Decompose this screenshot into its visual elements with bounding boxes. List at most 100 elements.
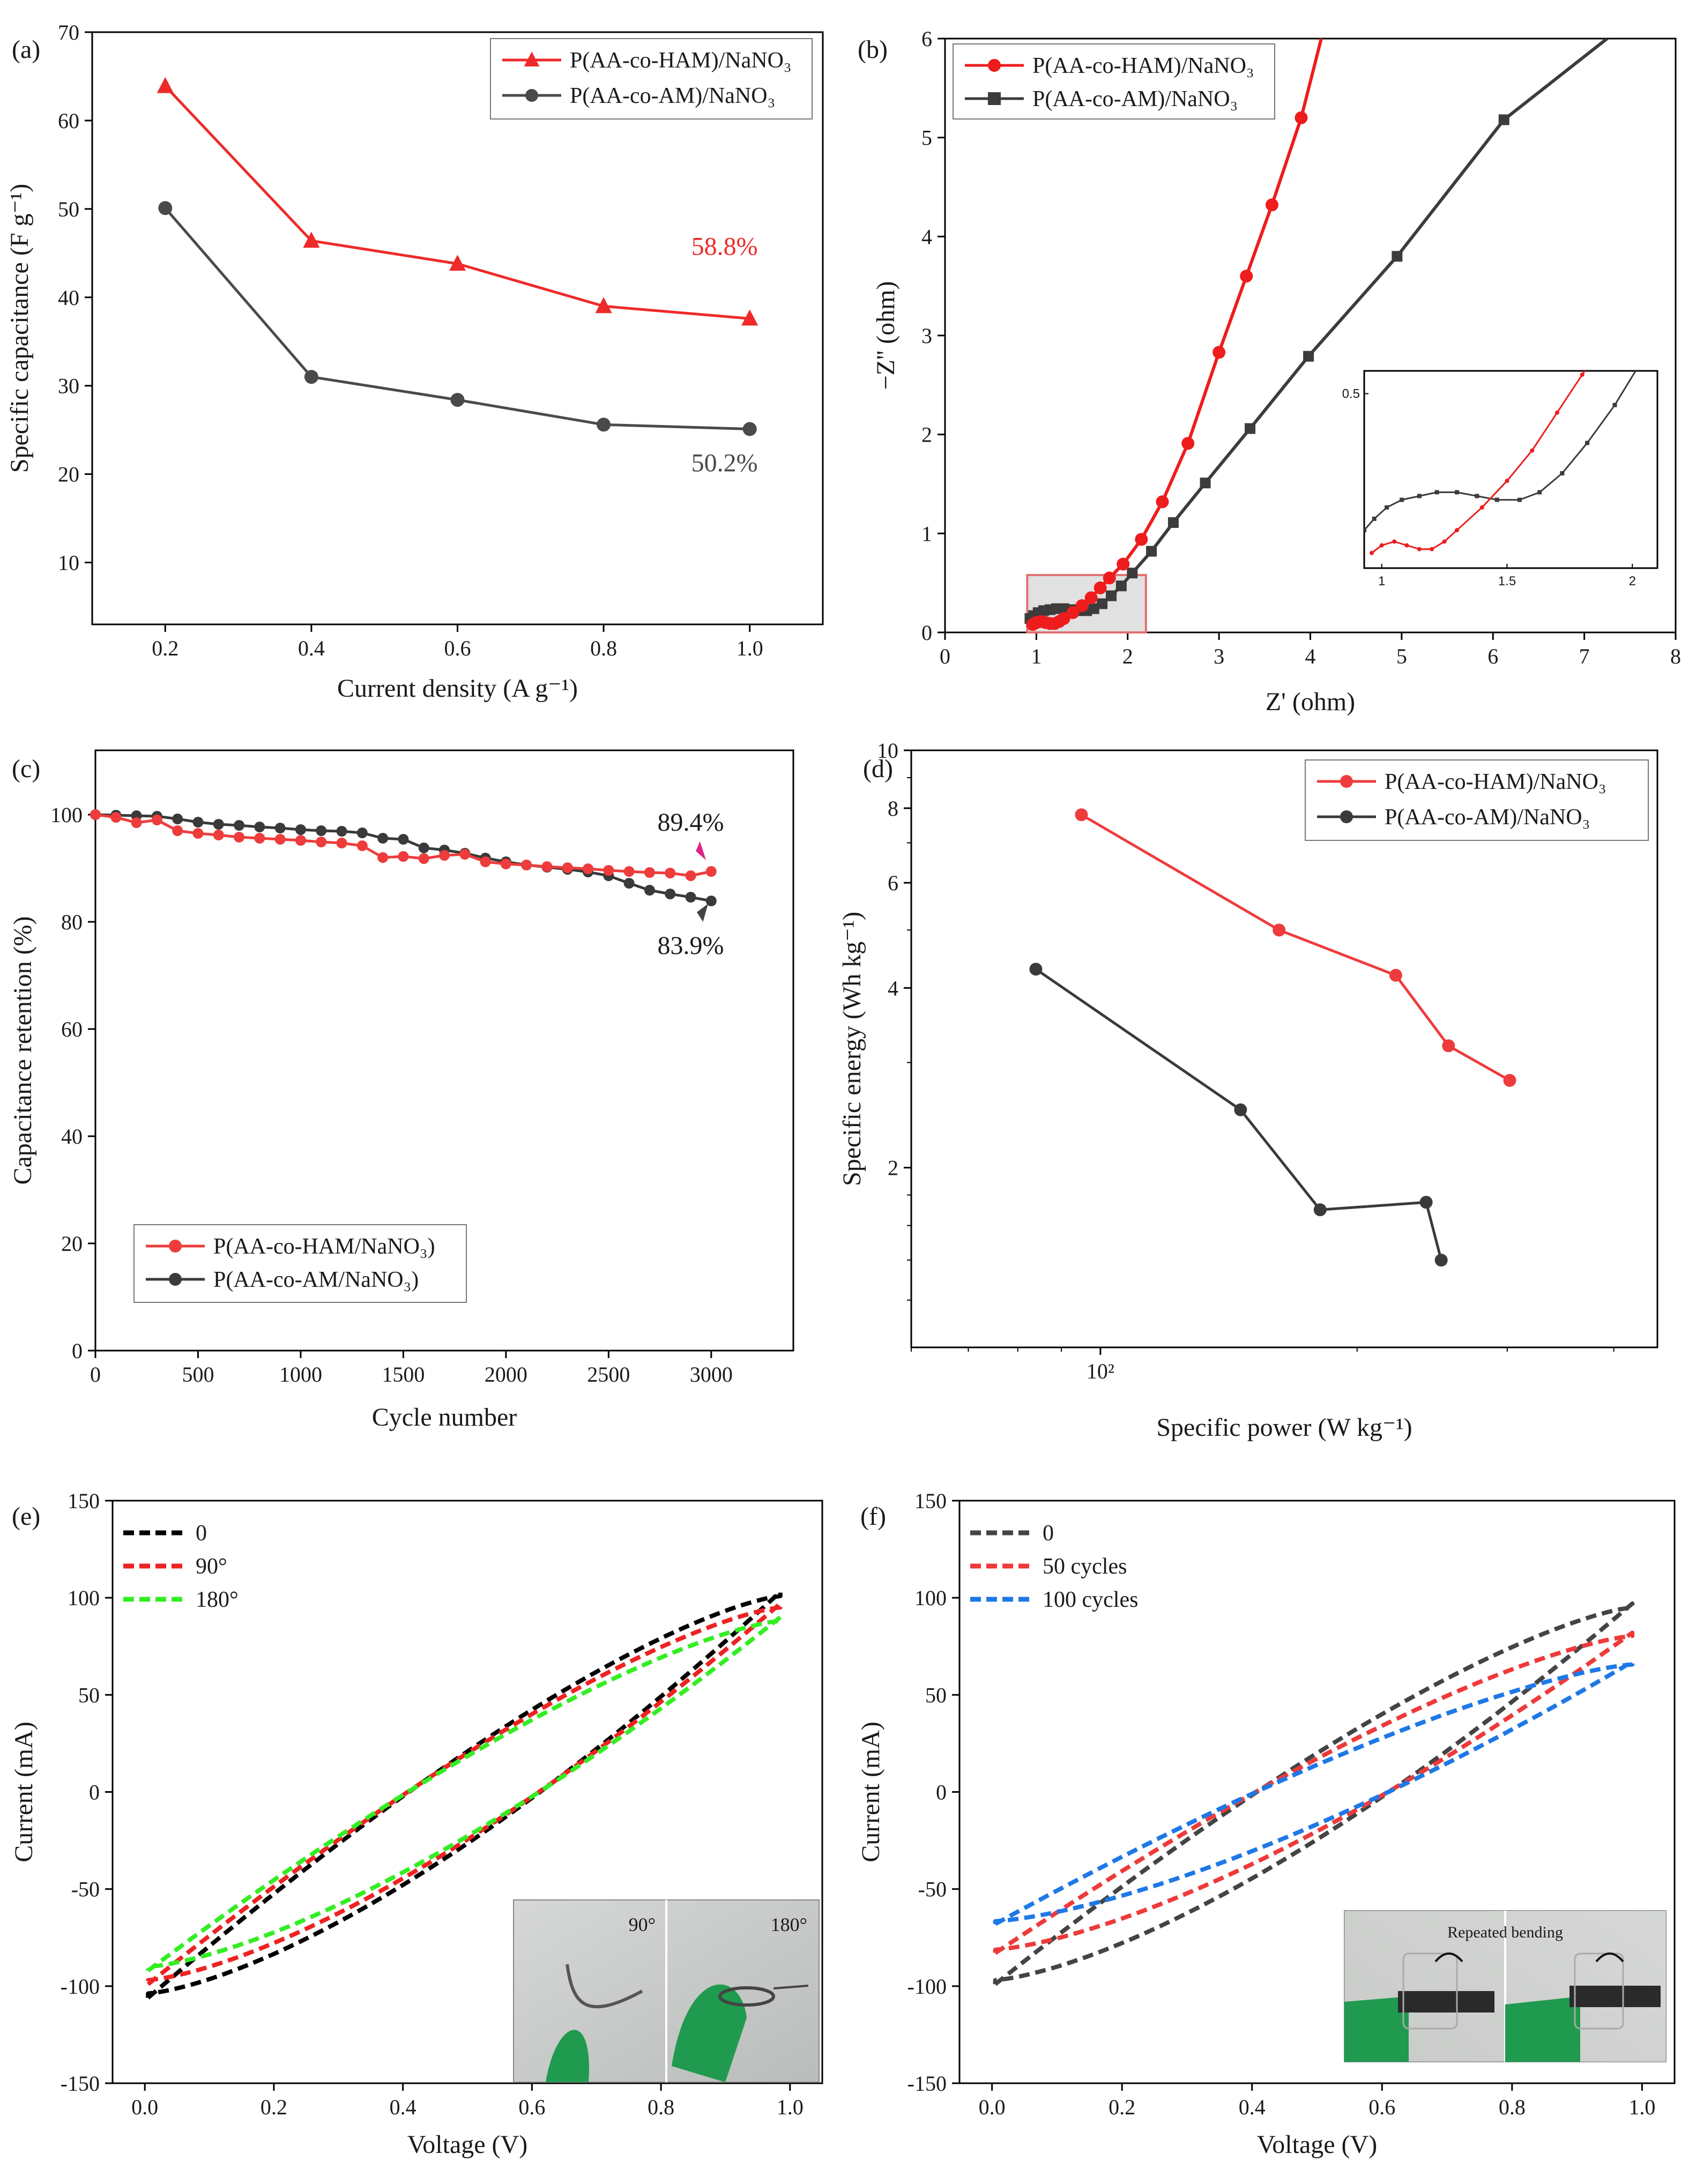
legend-label: P(AA-co-AM)/NaNO₃ (1032, 87, 1238, 111)
x-tick-label: 0.6 (444, 636, 471, 660)
x-tick-label: 5 (1396, 644, 1407, 668)
y-tick-label: 80 (61, 910, 83, 934)
device-strip-icon (1398, 1991, 1494, 2012)
data-point (213, 830, 224, 840)
glove-icon (672, 1984, 747, 2082)
panel-e: 0.0 0.2 0.4 0.6 0.8 1.0 -150 -100 -50 0 50 100 150 Vo… (10, 1489, 823, 2159)
data-point (192, 828, 204, 839)
cv-loop (993, 1601, 1635, 1986)
data-point (1213, 346, 1226, 359)
legend-marker (169, 1273, 182, 1286)
data-point (1245, 423, 1256, 434)
cv-loop (993, 1630, 1635, 1955)
data-point (459, 849, 471, 860)
y-tick-label: 0 (72, 1339, 83, 1363)
x-tick-label: 1 (1031, 644, 1042, 668)
x-axis-label: Voltage (V) (1257, 2130, 1377, 2159)
y-tick-label: 2 (888, 1156, 898, 1180)
data-point (1392, 251, 1403, 262)
y-tick-label: 30 (58, 374, 79, 398)
data-point (1240, 270, 1253, 283)
legend-marker (1340, 810, 1353, 823)
cv-loop (146, 1601, 783, 1986)
x-tick-label: 3 (1214, 644, 1224, 668)
device-strip-icon (1569, 1986, 1661, 2007)
legend-marker (988, 92, 1001, 105)
y-tick-label: 6 (888, 871, 898, 895)
inset-data-point (1370, 550, 1374, 555)
data-point (1265, 198, 1278, 212)
x-tick-label: 0.8 (1499, 2095, 1526, 2119)
inset-series-line (1371, 371, 1586, 554)
data-point (1088, 603, 1099, 614)
y-tick-label: 50 (78, 1683, 100, 1707)
data-point (1106, 590, 1117, 601)
data-annotation: 58.8% (691, 233, 758, 261)
inset-data-point (1668, 225, 1672, 229)
legend-marker (988, 59, 1001, 72)
y-tick-label: 40 (58, 286, 79, 310)
data-point (418, 853, 429, 864)
data-point (583, 863, 594, 874)
bend-arrow-icon (1595, 1952, 1624, 1963)
x-tick-label: 2000 (485, 1362, 527, 1387)
panel-d: 10² 2 4 6 8 10 Specific power (W kg⁻¹) Specific… (838, 739, 1658, 1442)
data-point (1066, 606, 1080, 620)
arrow-annotation (696, 841, 706, 860)
data-point (1313, 1203, 1327, 1217)
data-point (234, 820, 245, 831)
data-point (1135, 533, 1148, 546)
y-tick-label: 4 (921, 225, 932, 249)
x-tick-label: 0 (90, 1362, 101, 1387)
data-point (336, 826, 347, 837)
legend-box (1305, 759, 1649, 841)
y-tick-label: 50 (925, 1683, 947, 1707)
legend-label: 0 (196, 1521, 207, 1546)
data-point (1057, 612, 1070, 625)
data-point (480, 856, 491, 867)
y-tick-label: 100 (50, 803, 83, 827)
x-tick-label: 3000 (690, 1362, 733, 1387)
data-point (110, 812, 122, 823)
legend-label: P(AA-co-HAM)/NaNO₃ (1032, 54, 1254, 78)
data-point (1273, 923, 1286, 937)
device-strip-icon (773, 1985, 809, 1989)
data-point (741, 309, 758, 326)
data-point (665, 868, 676, 878)
data-point (1075, 808, 1088, 822)
legend-label: P(AA-co-HAM)/NaNO₃ (570, 48, 792, 73)
y-tick-label: 10 (877, 739, 898, 763)
data-point (356, 828, 368, 838)
device-strip-icon (718, 1986, 775, 2007)
bend-arrow-icon (1434, 1952, 1463, 1963)
inset-data-point (1404, 543, 1409, 548)
data-point (742, 422, 757, 436)
inset-data-point (1379, 543, 1384, 548)
y-tick-label: 8 (888, 796, 898, 821)
inset-data-point (1554, 410, 1559, 415)
inset-data-point (1505, 479, 1509, 483)
plot-frame (91, 31, 824, 625)
data-point (1029, 963, 1043, 976)
inset-data-point (1364, 528, 1366, 533)
inset-data-point (1442, 539, 1447, 544)
data-point (1200, 478, 1211, 489)
x-tick-label: 0.2 (261, 2095, 287, 2119)
data-point (644, 867, 655, 878)
data-point (274, 834, 286, 845)
data-point (1097, 598, 1108, 609)
panel-label: (c) (12, 755, 40, 783)
inset-data-point (1475, 494, 1479, 498)
series-line (95, 813, 712, 877)
data-point (131, 817, 142, 828)
y-axis-label: Capacitance retention (%) (9, 916, 37, 1184)
y-tick-label: 4 (888, 976, 898, 1000)
inset-data-point (1454, 490, 1459, 495)
data-point (1146, 546, 1157, 557)
y-tick-label: 150 (68, 1489, 100, 1513)
plot-frame (94, 749, 794, 1352)
device-strip-icon (566, 1964, 643, 2009)
y-tick-label: -100 (907, 1974, 947, 1999)
inset-data-point (1580, 372, 1585, 377)
data-point (356, 840, 368, 851)
